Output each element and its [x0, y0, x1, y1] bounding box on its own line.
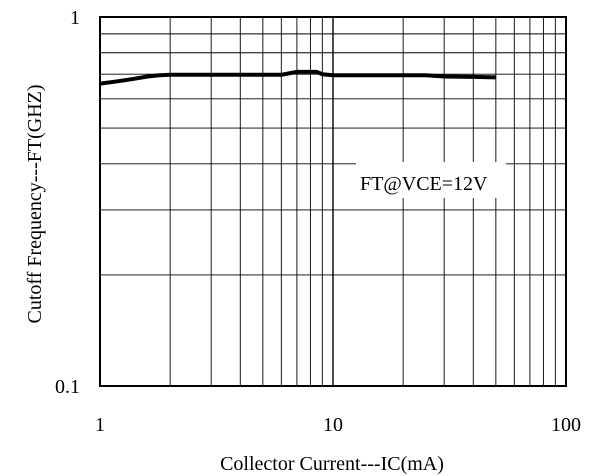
y-tick-label: 1 — [70, 7, 80, 29]
tick-labels: 1 10 100 1 0.1 — [55, 7, 581, 436]
x-tick-label: 100 — [551, 414, 581, 436]
x-axis-label: Collector Current---IC(mA) — [220, 453, 444, 475]
y-axis-label: Cutoff Frequency---FT(GHZ) — [24, 84, 46, 323]
grid-lines — [100, 17, 566, 386]
series-line-ft — [99, 69, 496, 86]
annotation-label: FT@VCE=12V — [360, 173, 488, 195]
x-tick-label: 10 — [323, 414, 343, 436]
annotation-background — [356, 162, 506, 198]
y-tick-label: 0.1 — [55, 376, 80, 398]
x-tick-label: 1 — [95, 414, 105, 436]
plot-frame — [99, 16, 567, 387]
